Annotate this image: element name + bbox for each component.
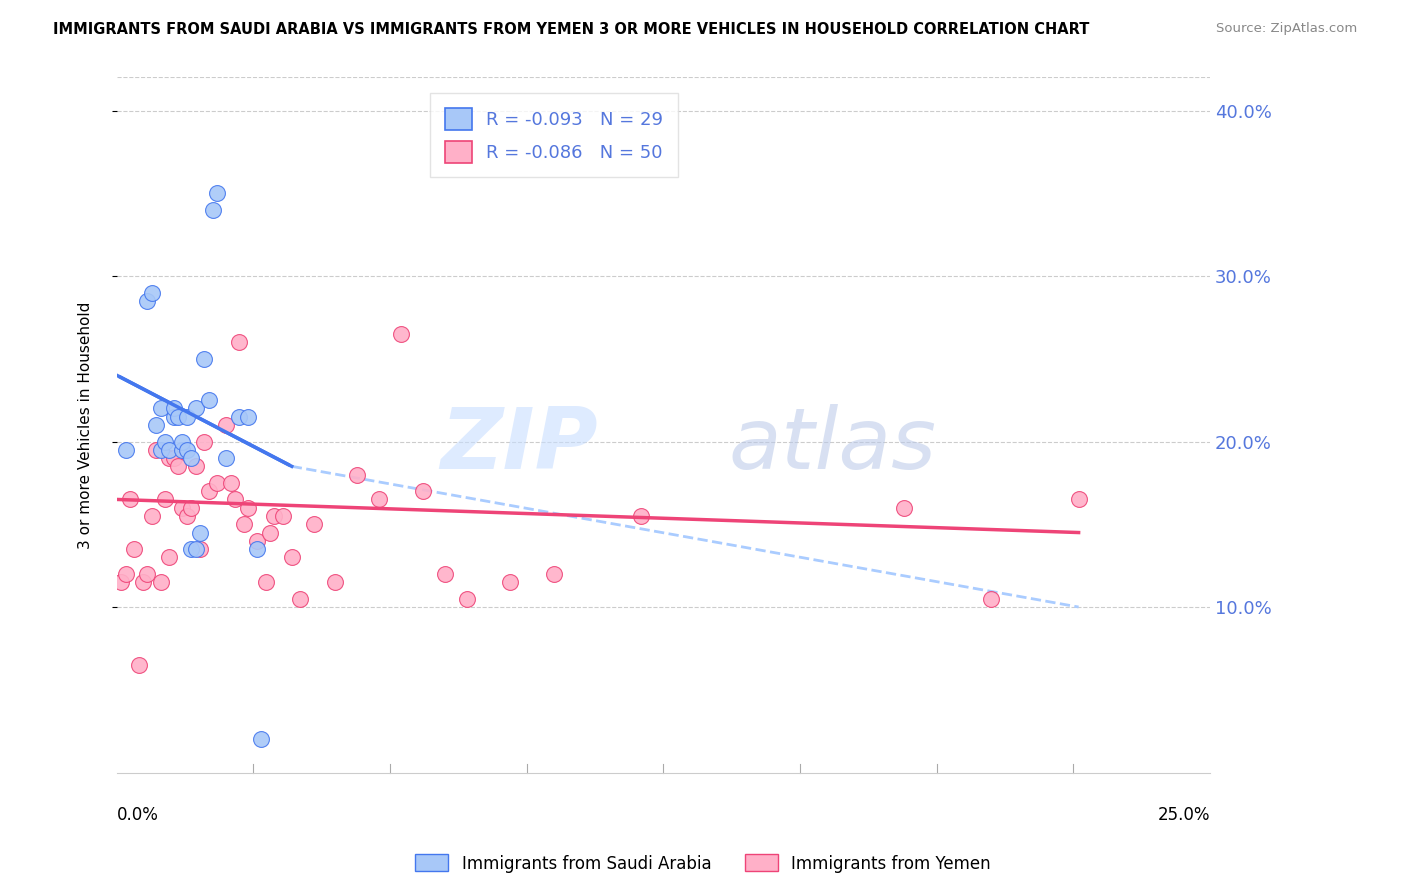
Y-axis label: 3 or more Vehicles in Household: 3 or more Vehicles in Household bbox=[79, 301, 93, 549]
Text: atlas: atlas bbox=[728, 404, 936, 487]
Point bbox=[219, 475, 242, 490]
Point bbox=[145, 442, 167, 457]
Point bbox=[202, 202, 225, 217]
Point bbox=[141, 508, 163, 523]
Point bbox=[325, 575, 347, 590]
Point bbox=[118, 492, 141, 507]
Point bbox=[250, 732, 273, 747]
Point bbox=[290, 591, 312, 606]
Point bbox=[176, 409, 198, 424]
Point bbox=[153, 434, 176, 449]
Point bbox=[215, 417, 238, 432]
Point bbox=[157, 451, 180, 466]
Point bbox=[149, 575, 172, 590]
Point bbox=[302, 517, 325, 532]
Point bbox=[197, 393, 219, 408]
Point bbox=[157, 442, 180, 457]
Point bbox=[132, 575, 155, 590]
Point bbox=[172, 442, 194, 457]
Point bbox=[893, 500, 915, 515]
Text: ZIP: ZIP bbox=[440, 404, 598, 487]
Point bbox=[163, 409, 186, 424]
Point bbox=[280, 550, 302, 565]
Point bbox=[149, 442, 172, 457]
Text: 25.0%: 25.0% bbox=[1157, 805, 1209, 824]
Legend: R = -0.093   N = 29, R = -0.086   N = 50: R = -0.093 N = 29, R = -0.086 N = 50 bbox=[430, 94, 678, 178]
Point bbox=[236, 409, 259, 424]
Point bbox=[141, 285, 163, 300]
Point bbox=[176, 508, 198, 523]
Point bbox=[110, 575, 132, 590]
Text: IMMIGRANTS FROM SAUDI ARABIA VS IMMIGRANTS FROM YEMEN 3 OR MORE VEHICLES IN HOUS: IMMIGRANTS FROM SAUDI ARABIA VS IMMIGRAN… bbox=[53, 22, 1090, 37]
Point bbox=[149, 401, 172, 416]
Point bbox=[228, 409, 250, 424]
Point bbox=[980, 591, 1002, 606]
Point bbox=[124, 542, 146, 557]
Legend: Immigrants from Saudi Arabia, Immigrants from Yemen: Immigrants from Saudi Arabia, Immigrants… bbox=[408, 847, 998, 880]
Point bbox=[180, 451, 202, 466]
Point bbox=[456, 591, 478, 606]
Point bbox=[188, 542, 211, 557]
Point bbox=[153, 492, 176, 507]
Point bbox=[172, 500, 194, 515]
Point bbox=[184, 542, 207, 557]
Point bbox=[172, 434, 194, 449]
Point bbox=[180, 542, 202, 557]
Point bbox=[193, 351, 215, 366]
Point bbox=[128, 657, 150, 672]
Point bbox=[412, 484, 434, 499]
Point bbox=[188, 525, 211, 540]
Point bbox=[207, 475, 229, 490]
Point bbox=[167, 409, 190, 424]
Point bbox=[224, 492, 246, 507]
Point bbox=[157, 550, 180, 565]
Point bbox=[263, 508, 285, 523]
Point bbox=[254, 575, 277, 590]
Point bbox=[228, 335, 250, 350]
Point bbox=[433, 566, 456, 581]
Point bbox=[184, 459, 207, 474]
Point bbox=[163, 401, 186, 416]
Point bbox=[346, 467, 368, 482]
Point bbox=[215, 451, 238, 466]
Point bbox=[543, 566, 565, 581]
Point bbox=[207, 186, 229, 201]
Point bbox=[197, 484, 219, 499]
Point bbox=[368, 492, 391, 507]
Point bbox=[114, 442, 136, 457]
Point bbox=[176, 442, 198, 457]
Point bbox=[389, 326, 412, 341]
Point bbox=[246, 542, 269, 557]
Point bbox=[232, 517, 254, 532]
Point bbox=[246, 533, 269, 548]
Point bbox=[136, 293, 159, 308]
Point bbox=[145, 417, 167, 432]
Point bbox=[271, 508, 294, 523]
Point bbox=[167, 459, 190, 474]
Point bbox=[499, 575, 522, 590]
Point bbox=[259, 525, 281, 540]
Point bbox=[1067, 492, 1090, 507]
Point bbox=[180, 500, 202, 515]
Point bbox=[136, 566, 159, 581]
Point bbox=[163, 451, 186, 466]
Point bbox=[114, 566, 136, 581]
Point bbox=[236, 500, 259, 515]
Text: Source: ZipAtlas.com: Source: ZipAtlas.com bbox=[1216, 22, 1357, 36]
Point bbox=[193, 434, 215, 449]
Text: 0.0%: 0.0% bbox=[117, 805, 159, 824]
Point bbox=[630, 508, 652, 523]
Point bbox=[184, 401, 207, 416]
